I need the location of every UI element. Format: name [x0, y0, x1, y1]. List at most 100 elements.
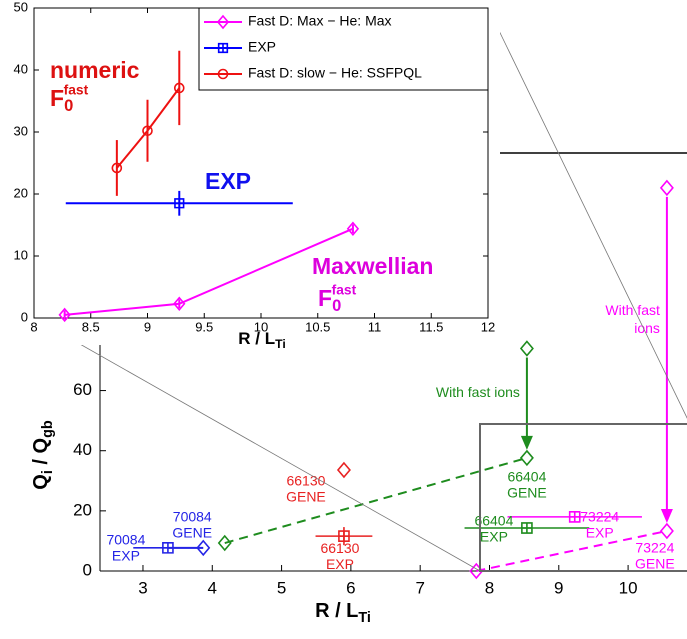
y-tick-label: 20 — [73, 500, 92, 519]
point-label: EXP — [586, 525, 614, 541]
diamond-marker — [659, 179, 674, 197]
annotation: F0fast — [318, 282, 357, 315]
annotation-part: F — [50, 85, 64, 111]
legend-marker — [217, 68, 229, 80]
square-marker — [521, 522, 533, 534]
annotation-part: Maxwellian — [312, 253, 433, 279]
y-axis-label: Qi / Qgb — [30, 420, 56, 490]
y-tick-label: 30 — [14, 123, 28, 138]
x-tick-label: 10 — [254, 319, 268, 334]
legend-marker — [216, 14, 230, 30]
connector-line — [224, 456, 528, 544]
legend-label: Fast D: Max − He: Max — [248, 13, 392, 29]
y-tick-label: 40 — [73, 440, 92, 459]
circle-marker — [173, 82, 185, 94]
point-label: 70084 — [173, 509, 212, 525]
diamond-marker — [519, 449, 534, 467]
x-tick-label: 5 — [277, 578, 286, 597]
diamond-marker — [336, 461, 351, 479]
arrow-label: ions — [634, 320, 660, 336]
y-tick-label: 0 — [83, 560, 92, 579]
y-tick-label: 10 — [14, 247, 28, 262]
x-tick-label: 6 — [346, 578, 355, 597]
point-label: 66130 — [320, 540, 359, 556]
arrow-head — [660, 509, 673, 524]
x-tick-label: 10.5 — [305, 319, 330, 334]
annotation: EXP — [205, 168, 251, 194]
annotation: Maxwellian — [312, 253, 433, 279]
x-tick-label: 4 — [208, 578, 217, 597]
y-axis-label-part: gb — [40, 420, 56, 438]
x-tick-label: 9.5 — [195, 319, 213, 334]
x-tick-label: 8.5 — [82, 319, 100, 334]
y-axis-label-part: i — [40, 470, 56, 474]
diamond-marker — [659, 522, 674, 540]
annotation-part: F — [318, 285, 332, 311]
y-axis-label-part: / Q — [30, 438, 52, 470]
circle-marker — [142, 125, 153, 137]
legend-box — [198, 7, 489, 91]
x-tick-label: 12 — [481, 319, 495, 334]
diamond-marker — [196, 539, 211, 557]
point-label: GENE — [286, 489, 326, 505]
square-marker — [568, 511, 581, 523]
square-marker — [162, 542, 174, 554]
y-tick-label: 0 — [21, 309, 28, 324]
arrow-label: With fast ions — [436, 384, 520, 400]
annotation-part: fast — [64, 82, 89, 97]
annotation-part: EXP — [205, 168, 251, 194]
point-label: 66130 — [286, 473, 325, 489]
y-tick-label: 40 — [14, 61, 28, 76]
x-tick-label: 8 — [485, 578, 494, 597]
point-label: GENE — [172, 525, 212, 541]
x-tick-label: 11.5 — [419, 319, 443, 334]
zoom-box — [479, 423, 687, 572]
point-label: GENE — [635, 556, 675, 572]
zoom-guide-line — [487, 7, 687, 419]
square-marker — [174, 198, 185, 209]
point-label: 66404 — [507, 469, 546, 485]
y-tick-label: 60 — [73, 380, 92, 399]
x-tick-label: 7 — [415, 578, 424, 597]
legend-label: EXP — [248, 39, 276, 55]
annotation-part: 0 — [332, 296, 341, 315]
inset-chart: 8 8.5 9 9.5 10 10.5 11 11.5 12 0 10 20 30 40 50 R / LTi… — [0, 0, 500, 351]
x-tick-label: 10 — [619, 578, 638, 597]
y-tick-label: 20 — [14, 185, 28, 200]
arrow-label: With fast — [605, 302, 660, 318]
point-label: EXP — [112, 548, 140, 564]
diamond-marker — [217, 534, 232, 552]
x-tick-label: 8 — [30, 319, 37, 334]
point-label: GENE — [507, 485, 547, 501]
connector-line — [476, 530, 668, 572]
x-tick-label: 9 — [144, 319, 151, 334]
x-axis-label: R / LTi — [238, 329, 286, 351]
y-tick-label: 50 — [14, 0, 28, 14]
diamond-marker — [173, 296, 186, 311]
x-axis-label-part: R / L — [315, 600, 358, 622]
point-label: 73224 — [580, 509, 619, 525]
annotation-part: numeric — [50, 57, 140, 83]
x-axis-label-part: R / L — [238, 329, 275, 348]
annotation-part: fast — [332, 282, 357, 297]
annotation-part: 0 — [64, 96, 73, 115]
zoom-guides — [33, 7, 687, 572]
x-tick-label: 11 — [368, 319, 382, 334]
legend-label: Fast D: slow − He: SSFPQL — [248, 65, 422, 81]
point-label: 73224 — [635, 540, 674, 556]
x-axis-label: R / LTi — [315, 600, 371, 626]
point-label: EXP — [480, 529, 508, 545]
annotation: numeric — [50, 57, 140, 83]
legend-marker — [217, 42, 229, 54]
point-label: EXP — [326, 556, 354, 572]
x-tick-label: 9 — [554, 578, 563, 597]
y-axis-label-part: Q — [30, 474, 52, 490]
zoom-guide-line — [33, 317, 481, 572]
x-axis-label-part: Ti — [358, 610, 371, 626]
diamond-marker — [346, 221, 360, 236]
point-label: 66404 — [474, 513, 513, 529]
arrow-head — [520, 435, 533, 450]
